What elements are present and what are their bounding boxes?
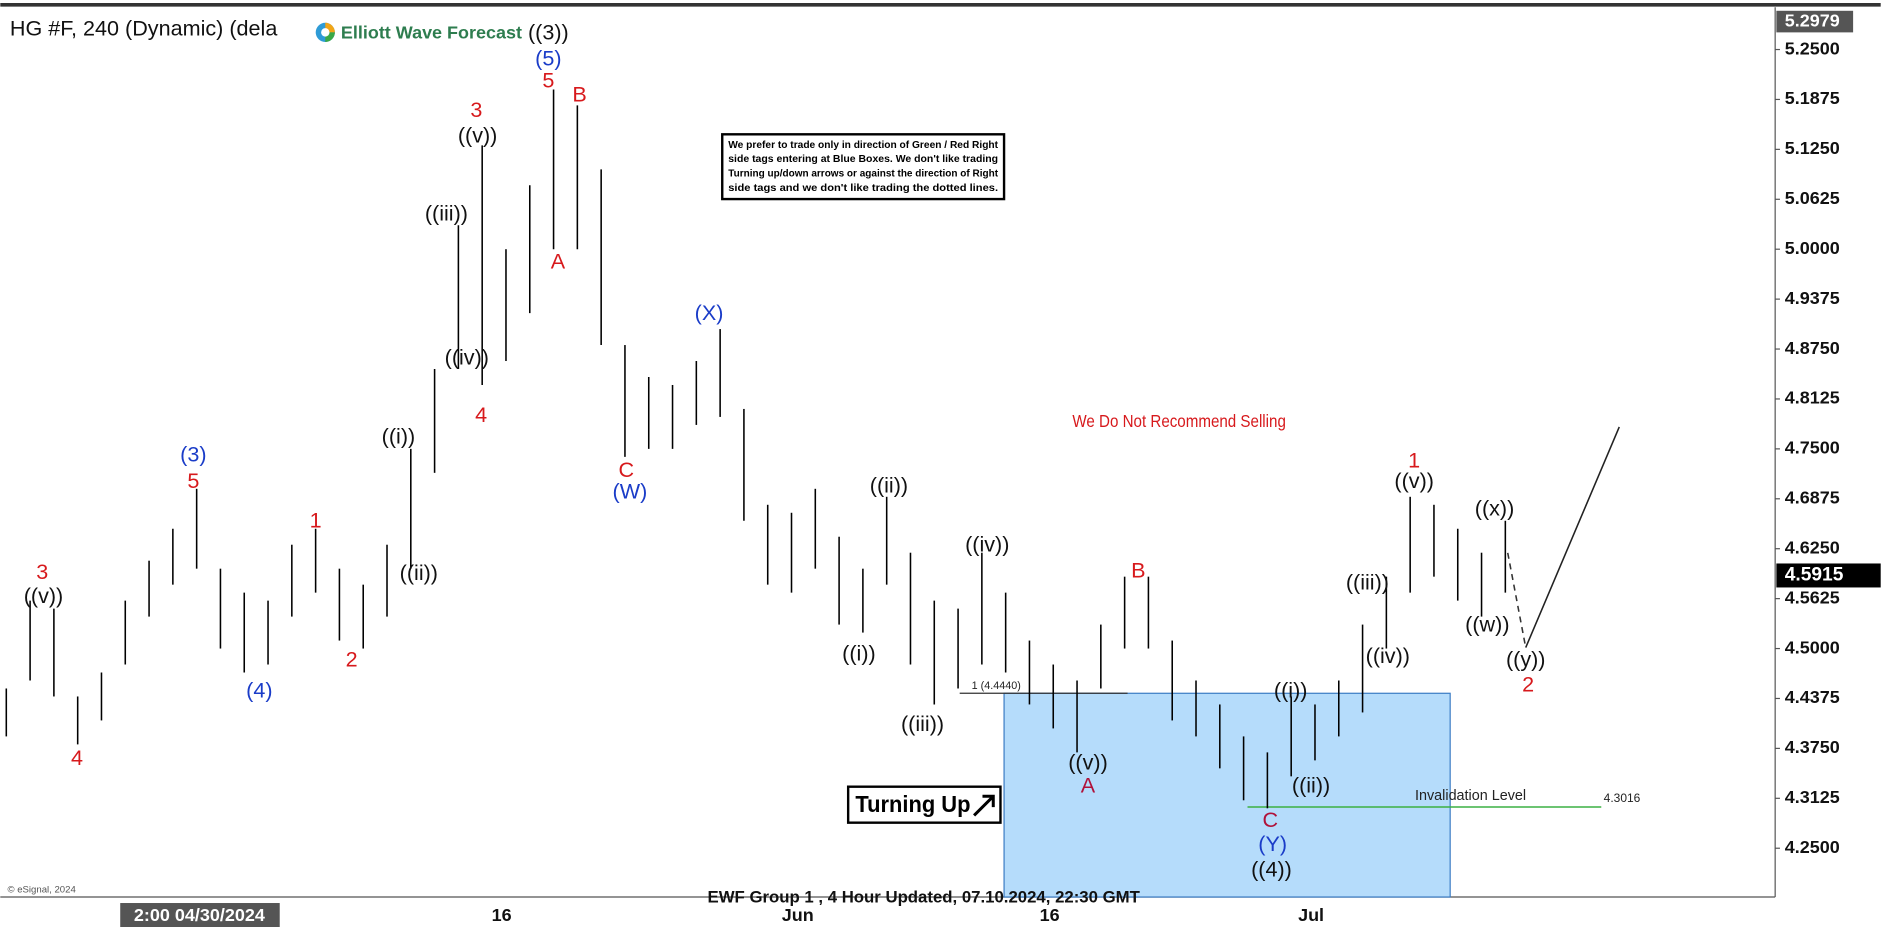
footer-text: EWF Group 1 , 4 Hour Updated, 07.10.2024…	[708, 888, 1141, 907]
wave-label: ((iii))	[425, 200, 468, 225]
wave-label: ((iv))	[1366, 643, 1410, 668]
note-line: side tags entering at Blue Boxes. We don…	[728, 154, 998, 165]
y-tick-label: 4.5625	[1785, 587, 1840, 607]
y-tick-label: 5.2500	[1785, 38, 1840, 58]
note-line: Turning up/down arrows or against the di…	[728, 169, 998, 180]
turning-text: Turning Up	[855, 791, 970, 817]
y-tick-label: 5.0000	[1785, 238, 1840, 258]
wave-label: ((y))	[1506, 646, 1546, 671]
wave-label: A	[551, 248, 566, 273]
blue-box	[1003, 692, 1451, 898]
wave-label: C	[619, 457, 635, 482]
label-layer: 3((v))4(3)5(4)12((i))((ii))((iii))((iv))…	[24, 19, 1546, 881]
y-tick-label: 4.6875	[1785, 488, 1840, 508]
note-layer: We prefer to trade only in direction of …	[728, 140, 998, 194]
wave-label: ((x))	[1475, 495, 1515, 520]
wave-label: ((3))	[528, 19, 569, 44]
wave-label: ((v))	[1394, 468, 1434, 493]
wave-label: ((4))	[1251, 856, 1292, 881]
y-tick-label: 5.1875	[1785, 88, 1840, 108]
note-line: side tags and we don't like trading the …	[728, 183, 998, 194]
projection-line	[1525, 426, 1620, 648]
wave-label: (W)	[613, 479, 648, 504]
wave-label: 4	[71, 745, 83, 770]
last-price-label: 4.5915	[1785, 565, 1844, 586]
y-tick-label: 4.8125	[1785, 388, 1840, 408]
x-tick-label: Jul	[1298, 905, 1324, 925]
wave-label: ((i))	[842, 640, 876, 665]
y-tick-label: 4.3750	[1785, 737, 1840, 757]
wave-label: 3	[470, 97, 482, 122]
y-tick-label: 4.5000	[1785, 637, 1840, 657]
wave-label: ((iii))	[901, 711, 944, 736]
wave-label: ((iv))	[965, 531, 1009, 556]
wave-label: ((w))	[1465, 612, 1509, 637]
x-tick-label: 16	[1040, 905, 1060, 925]
bar-layer	[5, 89, 1507, 809]
wave-label: ((i))	[382, 423, 416, 448]
cursor-date-box	[120, 903, 280, 928]
warning-text: We Do Not Recommend Selling	[1072, 411, 1285, 431]
chart-title: HG #F, 240 (Dynamic) (dela	[10, 16, 277, 41]
invalidation-label: Invalidation Level	[1415, 788, 1526, 804]
wave-label: 5	[187, 468, 199, 493]
box-layer: 1 (4.4440) Invalidation Level 4.3016	[959, 680, 1641, 898]
wave-label: ((ii))	[1292, 772, 1330, 797]
turning-box	[846, 785, 1002, 824]
y-tick-label: 4.8750	[1785, 338, 1840, 358]
wave-label: 3	[36, 559, 48, 584]
wave-label: A	[1081, 772, 1096, 797]
wave-label: 1	[310, 507, 322, 532]
wave-label: ((iv))	[445, 344, 489, 369]
wave-label: (5)	[535, 46, 561, 71]
invalidation-value: 4.3016	[1604, 791, 1641, 805]
y-tick-label: 5.0625	[1785, 188, 1840, 208]
y-tick-label: 4.3125	[1785, 787, 1840, 807]
x-tick-label: Jun	[782, 905, 814, 925]
wave-label: B	[572, 82, 586, 107]
wave-label: 5	[542, 67, 554, 92]
wave-label: (Y)	[1258, 831, 1287, 856]
note-box	[721, 133, 1006, 201]
y-tick-label: 4.7500	[1785, 438, 1840, 458]
cursor-date: 2:00 04/30/2024	[134, 905, 265, 925]
fib-label: 1 (4.4440)	[972, 680, 1021, 692]
y-tick-label: 5.1250	[1785, 138, 1840, 158]
y-tick-label: 4.4375	[1785, 687, 1840, 707]
last-price-box	[1776, 563, 1881, 588]
high-price-box	[1776, 10, 1854, 33]
wave-label: 2	[346, 646, 358, 671]
wave-label: (3)	[180, 441, 206, 466]
y-tick-label: 4.2500	[1785, 837, 1840, 857]
wave-label: C	[1262, 807, 1278, 832]
wave-label: ((v))	[1068, 750, 1108, 775]
high-price-label: 5.2979	[1785, 10, 1840, 30]
wave-label: ((v))	[24, 583, 64, 608]
wave-label: ((v))	[458, 122, 498, 147]
copyright: © eSignal, 2024	[8, 884, 77, 895]
wave-label: 2	[1522, 672, 1534, 697]
wave-label: 4	[475, 402, 487, 427]
x-tick-label: 16	[492, 905, 512, 925]
y-tick-label: 4.6250	[1785, 537, 1840, 557]
wave-label: 1	[1408, 447, 1420, 472]
y-tick-label: 4.9375	[1785, 288, 1840, 308]
wave-label: ((ii))	[870, 473, 908, 498]
wave-label: (4)	[246, 678, 272, 703]
wave-label: B	[1131, 558, 1145, 583]
logo-icon-center	[321, 28, 330, 37]
projection-dashed	[1506, 552, 1527, 648]
turning-arrow	[973, 794, 995, 817]
note-line: We prefer to trade only in direction of …	[728, 140, 998, 151]
wave-label: ((ii))	[400, 560, 438, 585]
wave-label: (X)	[695, 300, 724, 325]
logo-text: Elliott Wave Forecast	[341, 22, 522, 42]
wave-label: ((i))	[1274, 678, 1308, 703]
wave-label: ((iii))	[1346, 570, 1389, 595]
